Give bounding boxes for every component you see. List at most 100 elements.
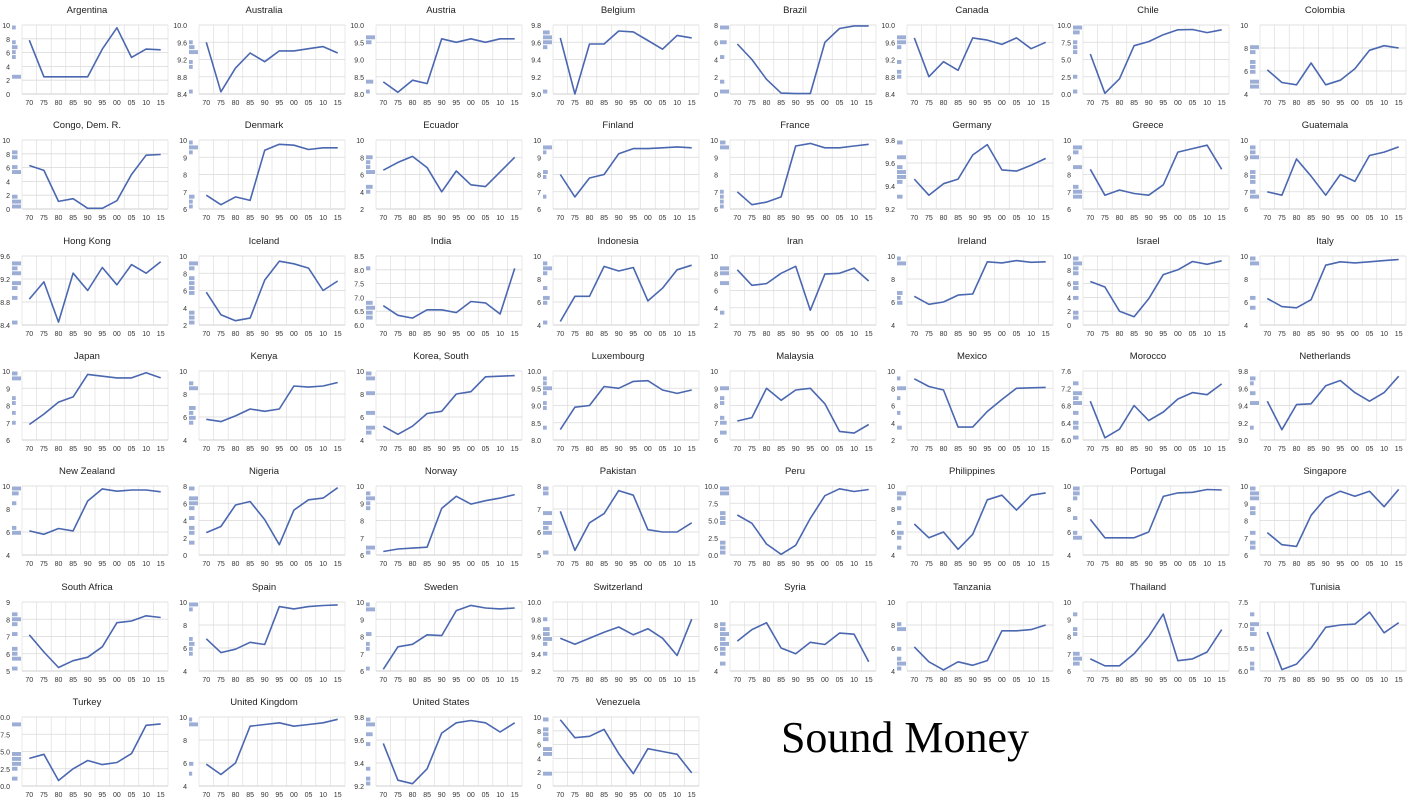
- distribution-bar: [720, 632, 729, 636]
- x-tick-label: 90: [1145, 561, 1153, 568]
- y-tick-label: 10.0: [350, 23, 364, 30]
- country-panel: Denmark 6 7 8 9 10 70 75 80 85 90 95 00 05 10 15: [177, 115, 351, 227]
- x-tick-label: 90: [969, 331, 977, 338]
- x-tick-label: 80: [763, 331, 771, 338]
- distribution-bar: [720, 55, 725, 59]
- distribution-bar: [366, 430, 372, 435]
- panel-plot: 2 4 6 8 10 70 75 80 85 90 95 00 05 10 15: [887, 369, 1054, 453]
- series-line: [29, 488, 161, 536]
- x-tick-label: 75: [40, 561, 48, 568]
- distribution-bar: [543, 145, 552, 150]
- y-tick-label: 7.2: [1061, 386, 1071, 393]
- x-tick-label: 05: [1189, 100, 1197, 107]
- x-tick-label: 80: [55, 677, 63, 684]
- distribution-bar: [189, 406, 196, 410]
- y-tick-label: 10: [887, 254, 895, 261]
- x-tick-label: 05: [482, 100, 490, 107]
- x-tick-label: 95: [983, 215, 991, 222]
- y-tick-label: 9.8: [531, 617, 541, 624]
- distribution-bar: [12, 165, 18, 170]
- distribution-bar: [1073, 401, 1082, 405]
- y-tick-label: 10: [1240, 138, 1248, 145]
- panel-plot: 4 6 8 10 70 75 80 85 90 95 00 05 10 15: [887, 484, 1054, 568]
- y-tick-label: 8: [1067, 507, 1071, 514]
- country-panel: Tanzania 4 6 8 10 70 75 80 85 90 95 00 05 10 15: [885, 577, 1059, 689]
- distribution-bar: [1073, 89, 1078, 94]
- x-tick-label: 90: [792, 215, 800, 222]
- x-tick-label: 75: [1101, 561, 1109, 568]
- x-tick-label: 15: [1395, 215, 1403, 222]
- x-tick-label: 90: [615, 100, 623, 107]
- y-tick-label: 6: [6, 652, 10, 659]
- x-tick-label: 85: [246, 677, 254, 684]
- x-tick-label: 10: [1027, 677, 1035, 684]
- distribution-bar: [1250, 530, 1256, 535]
- x-tick-label: 10: [496, 677, 504, 684]
- panel-title: Denmark: [244, 120, 284, 131]
- x-tick-label: 90: [438, 792, 446, 799]
- x-tick-label: 75: [571, 677, 579, 684]
- distribution-bar: [366, 602, 370, 607]
- distribution-bar: [366, 776, 371, 781]
- y-tick-label: 4: [537, 756, 541, 763]
- distribution-bar: [1073, 486, 1080, 491]
- x-tick-label: 10: [1027, 100, 1035, 107]
- country-panel: Belgium 9.0 9.2 9.4 9.6 9.8 70 75 80 85 90 95 00 05 10…: [531, 0, 705, 112]
- x-tick-label: 00: [821, 215, 829, 222]
- distribution-bar: [1073, 261, 1082, 266]
- x-tick-label: 95: [629, 561, 637, 568]
- x-tick-label: 10: [1380, 100, 1388, 107]
- x-tick-label: 70: [379, 331, 387, 338]
- x-tick-label: 10: [142, 100, 150, 107]
- y-tick-label: 9.0: [354, 58, 364, 65]
- distribution-bar: [189, 516, 195, 520]
- y-tick-label: 2.5: [708, 536, 718, 543]
- x-tick-label: 85: [1130, 446, 1138, 453]
- y-tick-label: 8: [6, 507, 10, 514]
- x-tick-label: 70: [1263, 677, 1271, 684]
- x-tick-label: 05: [128, 100, 136, 107]
- panel-plot: 4 6 8 10 70 75 80 85 90 95 00 05 10 15: [179, 715, 346, 799]
- panel-title: Belgium: [600, 5, 636, 16]
- y-tick-label: 9: [1067, 155, 1071, 162]
- x-tick-label: 15: [688, 561, 696, 568]
- series-line: [205, 604, 338, 654]
- y-tick-label: 7.0: [354, 295, 364, 302]
- series-line: [382, 604, 515, 670]
- distribution-bar: [1073, 435, 1079, 440]
- y-tick-label: 8: [714, 271, 718, 278]
- x-tick-label: 00: [644, 677, 652, 684]
- x-tick-label: 05: [128, 677, 136, 684]
- distribution-bar: [543, 717, 549, 722]
- distribution-bar: [366, 371, 372, 376]
- distribution-bar: [897, 74, 902, 79]
- distribution-bar: [189, 525, 195, 530]
- y-tick-label: 4: [891, 669, 895, 676]
- y-tick-label: 8: [360, 392, 364, 399]
- x-tick-label: 95: [275, 561, 283, 568]
- panel-plot: 9.2 9.4 9.6 9.8 70 75 80 85 90 95 00 05 10 15: [354, 715, 523, 799]
- series-line: [382, 37, 515, 94]
- x-tick-label: 00: [113, 792, 121, 799]
- distribution-bar: [366, 305, 375, 310]
- distribution-bar: [543, 627, 550, 632]
- y-tick-label: 9.8: [531, 23, 541, 30]
- x-tick-label: 70: [1086, 446, 1094, 453]
- series-line: [28, 371, 161, 426]
- distribution-bar: [1250, 175, 1256, 179]
- distribution-bar: [897, 396, 901, 401]
- country-panel: Mexico 2 4 6 8 10 70 75 80 85 90 95 00 05 10 15: [885, 346, 1059, 458]
- x-tick-label: 75: [748, 331, 756, 338]
- x-tick-label: 10: [673, 331, 681, 338]
- series-line: [28, 261, 162, 323]
- y-tick-label: 10.0: [527, 600, 541, 607]
- series-line: [29, 723, 161, 782]
- y-tick-label: 8: [360, 635, 364, 642]
- distribution-bar: [366, 160, 371, 165]
- x-tick-label: 75: [571, 561, 579, 568]
- x-tick-label: 15: [511, 677, 519, 684]
- x-tick-label: 00: [1351, 561, 1359, 568]
- distribution-bar: [720, 637, 726, 641]
- distribution-bar: [720, 430, 727, 435]
- distribution-bar: [720, 516, 726, 520]
